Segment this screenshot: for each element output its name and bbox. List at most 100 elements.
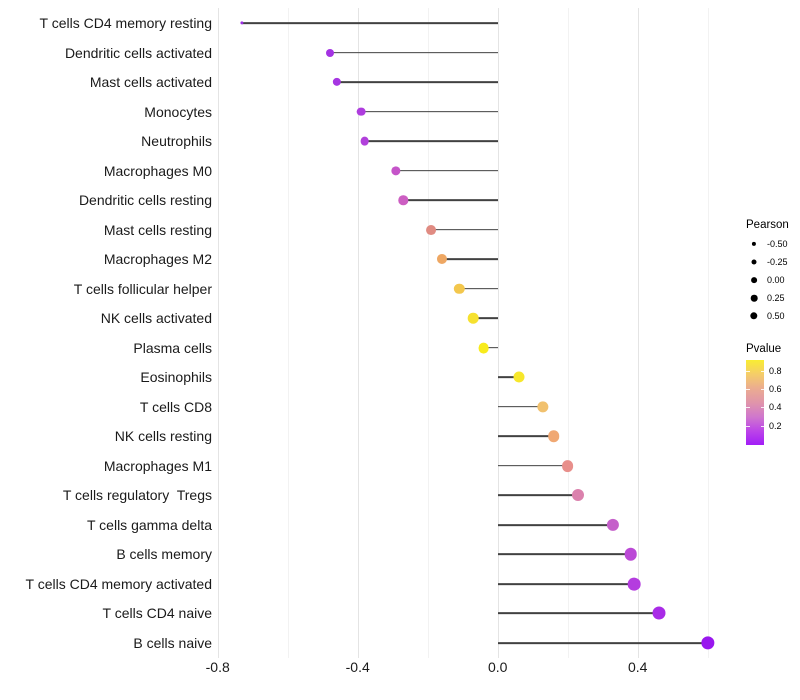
gridline-minor xyxy=(287,8,289,658)
colorbar-tick-label: 0.6 xyxy=(769,384,782,395)
colorbar-tick-label: 0.4 xyxy=(769,402,782,413)
x-tick-label: -0.4 xyxy=(345,659,370,675)
y-axis-label: T cells follicular helper xyxy=(73,280,212,297)
legend-size-label: 0.50 xyxy=(767,311,785,321)
colorbar-tick-mark xyxy=(760,425,764,427)
y-axis-label: T cells gamma delta xyxy=(86,516,212,533)
legend-size-dot xyxy=(750,312,758,320)
y-axis-label: Eosinophils xyxy=(140,369,212,386)
lollipop-dot xyxy=(607,518,620,531)
colorbar-tick-mark xyxy=(760,370,764,372)
y-axis-label: NK cells activated xyxy=(100,310,212,327)
y-axis-label: NK cells resting xyxy=(114,428,212,445)
lollipop-stem xyxy=(497,405,544,408)
legend-size-label: 0.25 xyxy=(767,293,785,303)
lollipop-stem xyxy=(497,553,631,556)
legend-title-pvalue: Pvalue xyxy=(746,343,782,355)
gridline-minor xyxy=(567,8,569,658)
lollipop-dot xyxy=(701,636,715,650)
y-axis-label: T cells CD4 naive xyxy=(102,605,212,622)
gridline-major xyxy=(217,8,219,658)
lollipop-stem xyxy=(497,583,635,585)
lollipop-stem xyxy=(497,612,659,615)
lollipop-dot xyxy=(547,430,560,443)
legend-size-dot xyxy=(751,241,757,247)
lollipop-stem xyxy=(336,81,498,83)
lollipop-stem xyxy=(361,110,498,113)
x-tick-label: 0.4 xyxy=(627,659,648,675)
lollipop-stem xyxy=(441,258,498,260)
y-axis-label: Dendritic cells resting xyxy=(78,192,212,209)
lollipop-dot xyxy=(453,283,465,294)
y-axis-label: Dendritic cells activated xyxy=(64,44,212,61)
gridline-minor xyxy=(707,8,709,658)
gridline-major xyxy=(357,8,359,658)
y-axis-label: T cells CD4 memory resting xyxy=(39,15,212,31)
y-axis-label: Macrophages M0 xyxy=(103,162,212,179)
lollipop-dot xyxy=(513,371,525,383)
legend-size-dot xyxy=(751,259,757,265)
lollipop-stem xyxy=(497,464,568,467)
lollipop-stem xyxy=(364,140,498,142)
y-axis-label: T cells CD8 xyxy=(139,398,212,415)
y-axis-label: T cells CD4 memory activated xyxy=(25,575,212,592)
lollipop-stem xyxy=(497,642,708,644)
colorbar-tick-label: 0.8 xyxy=(769,365,782,376)
y-axis-label: Macrophages M1 xyxy=(103,457,212,474)
x-tick-label: -0.8 xyxy=(205,659,230,675)
lollipop-stem xyxy=(242,22,498,24)
y-axis-label: Monocytes xyxy=(144,103,212,120)
lollipop-dot xyxy=(391,165,401,176)
lollipop-dot xyxy=(537,401,549,413)
gridline-major xyxy=(637,8,639,658)
pvalue-colorbar xyxy=(746,360,764,445)
lollipop-dot xyxy=(624,548,637,561)
colorbar-tick-mark xyxy=(746,425,750,427)
lollipop-dot xyxy=(426,224,437,235)
lollipop-dot xyxy=(467,312,479,324)
colorbar-tick-label: 0.2 xyxy=(769,420,782,431)
lollipop-stem xyxy=(403,199,498,201)
lollipop-dot xyxy=(572,489,585,502)
colorbar-tick-mark xyxy=(746,370,750,372)
gridline-minor xyxy=(427,8,429,658)
lollipop-dot xyxy=(332,77,341,87)
lollipop-stem xyxy=(473,317,498,320)
gridline-major xyxy=(497,8,499,658)
y-axis-label: Plasma cells xyxy=(133,339,212,356)
lollipop-stem xyxy=(431,228,498,231)
x-tick-label: 0.0 xyxy=(487,659,508,675)
lollipop-dot xyxy=(325,48,334,57)
lollipop-stem xyxy=(497,523,614,526)
lollipop-stem xyxy=(396,169,498,172)
lollipop-stem xyxy=(329,51,498,54)
y-axis-label: Mast cells activated xyxy=(89,74,212,91)
lollipop-stem xyxy=(497,376,519,379)
legend-size-dot xyxy=(751,277,757,283)
lollipop-dot xyxy=(478,342,490,354)
y-axis-label: T cells regulatory Tregs xyxy=(62,487,212,504)
y-axis-label: Neutrophils xyxy=(141,133,212,150)
lollipop-stem xyxy=(497,494,579,497)
y-axis-label: Macrophages M2 xyxy=(103,251,212,268)
lollipop-dot xyxy=(652,606,666,620)
lollipop-dot xyxy=(356,107,366,116)
lollipop-dot xyxy=(398,195,408,205)
lollipop-dot xyxy=(360,136,370,146)
y-axis-label: B cells naive xyxy=(133,634,212,651)
lollipop-stem xyxy=(497,435,554,438)
y-axis-label: Mast cells resting xyxy=(103,221,212,238)
colorbar-tick-mark xyxy=(746,407,750,409)
lollipop-stem xyxy=(459,287,498,290)
legend-size-label: 0.00 xyxy=(767,275,785,285)
colorbar-tick-mark xyxy=(746,389,750,391)
lollipop-dot xyxy=(436,254,447,265)
legend-size-label: -0.50 xyxy=(767,239,788,249)
colorbar-tick-mark xyxy=(760,389,764,391)
lollipop-dot xyxy=(561,459,574,472)
lollipop-stem xyxy=(483,346,498,349)
lollipop-dot xyxy=(240,21,244,25)
legend-size-label: -0.25 xyxy=(767,257,788,267)
lollipop-dot xyxy=(627,577,641,591)
